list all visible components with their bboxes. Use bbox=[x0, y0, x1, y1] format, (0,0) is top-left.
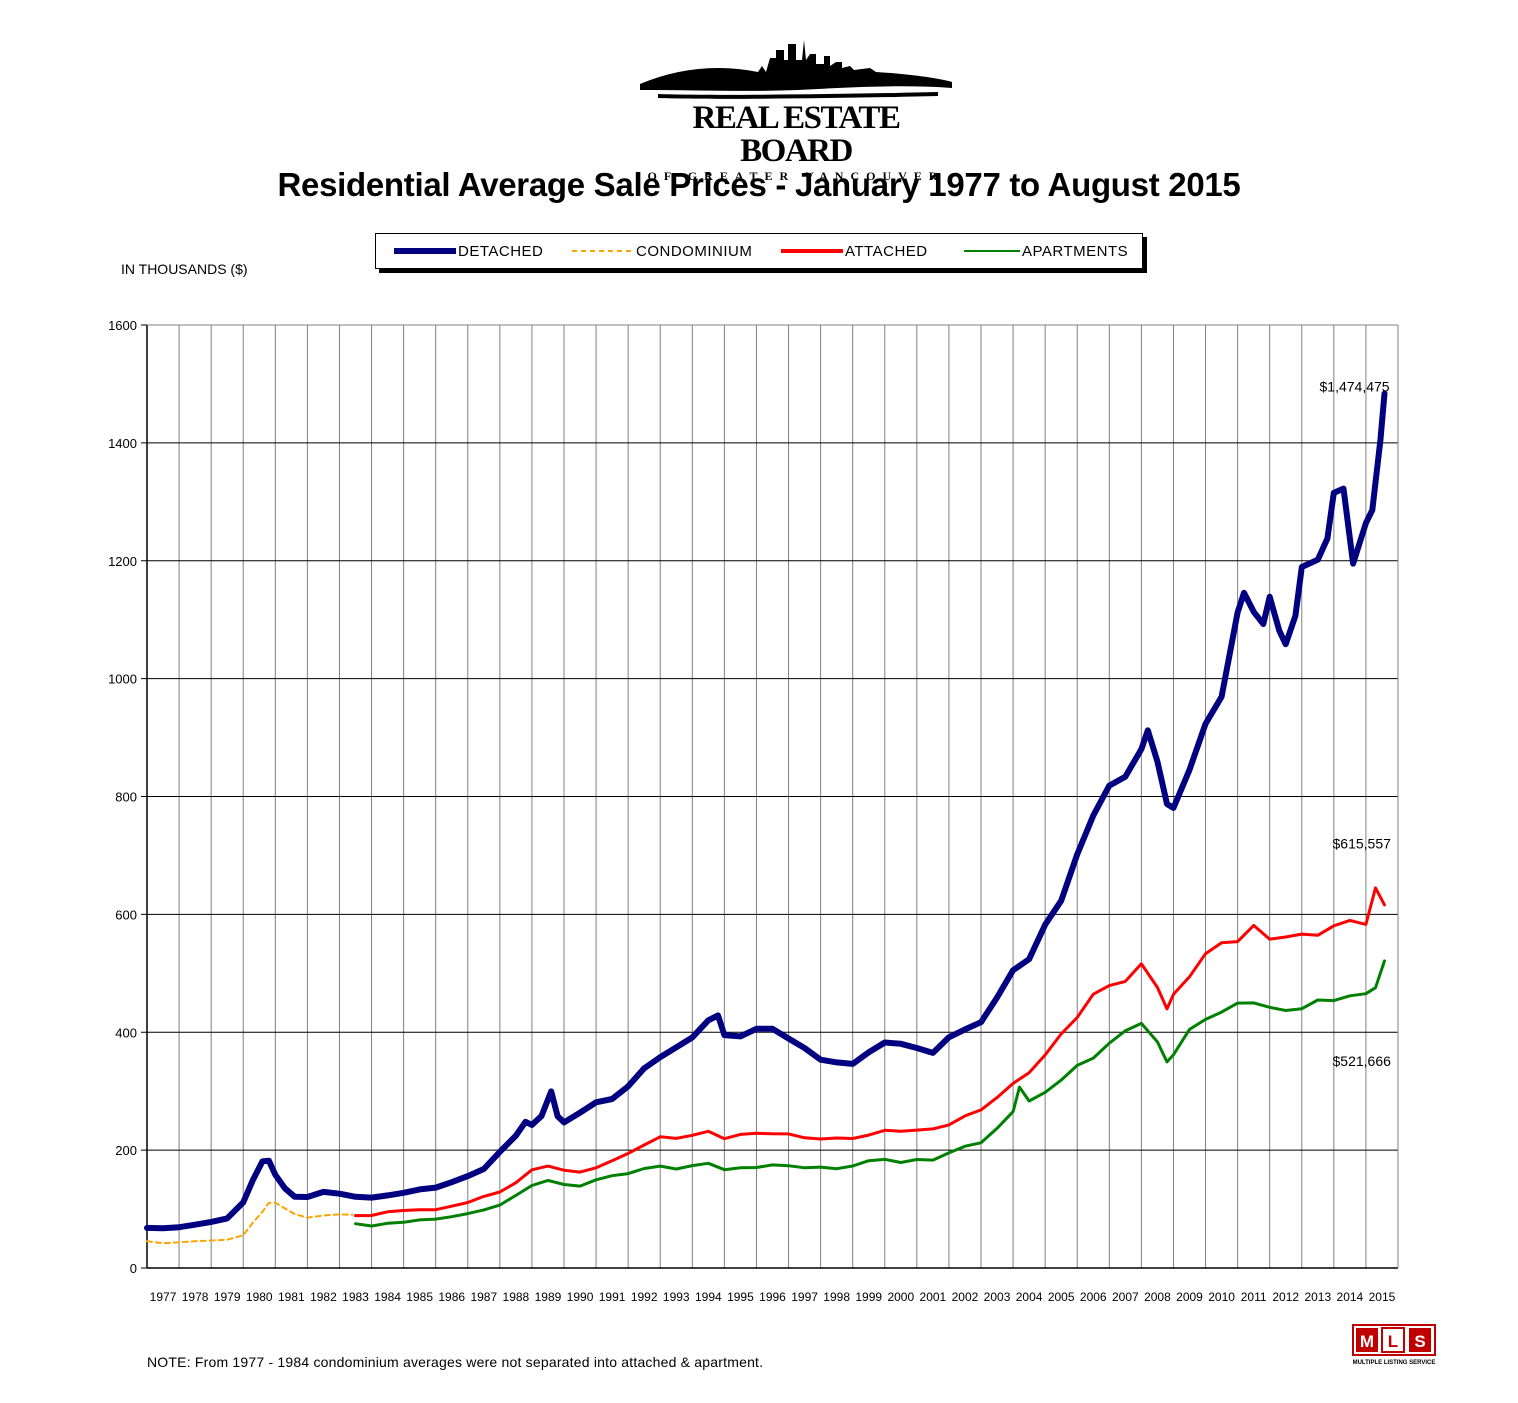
annotation-detached: $1,474,475 bbox=[1320, 378, 1390, 394]
legend-swatch-detached bbox=[394, 248, 456, 254]
x-tick-label: 1992 bbox=[631, 1290, 658, 1304]
svg-text:L: L bbox=[1388, 1332, 1398, 1351]
legend-item-apartments: APARTMENTS bbox=[964, 234, 1128, 268]
x-tick-label: 2007 bbox=[1112, 1290, 1139, 1304]
y-tick-label: 0 bbox=[130, 1261, 137, 1276]
x-tick-label: 1998 bbox=[823, 1290, 850, 1304]
x-tick-label: 1979 bbox=[214, 1290, 241, 1304]
series-line-apartments bbox=[354, 959, 1386, 1228]
svg-text:S: S bbox=[1414, 1332, 1425, 1351]
x-tick-label: 1994 bbox=[695, 1290, 722, 1304]
x-tick-label: 2010 bbox=[1208, 1290, 1235, 1304]
x-tick-label: 1983 bbox=[342, 1290, 369, 1304]
logo-subtitle: OF GREATER VANCOUVER bbox=[647, 169, 945, 183]
mls-caption: MULTIPLE LISTING SERVICE bbox=[1353, 1360, 1436, 1366]
series-line-attached bbox=[354, 886, 1386, 1218]
annotation-attached: $615,557 bbox=[1333, 836, 1392, 852]
y-tick-label: 200 bbox=[115, 1143, 137, 1158]
annotation-apartments: $521,666 bbox=[1333, 1053, 1392, 1069]
chart-legend: DETACHED CONDOMINIUM ATTACHED APARTMENTS bbox=[375, 233, 1143, 269]
x-tick-label: 1980 bbox=[246, 1290, 273, 1304]
x-tick-label: 1987 bbox=[470, 1290, 497, 1304]
x-tick-label: 1986 bbox=[438, 1290, 465, 1304]
y-tick-label: 1200 bbox=[108, 554, 137, 569]
x-tick-label: 1989 bbox=[535, 1290, 562, 1304]
x-tick-label: 2000 bbox=[887, 1290, 914, 1304]
x-tick-label: 2005 bbox=[1048, 1290, 1075, 1304]
x-tick-label: 2006 bbox=[1080, 1290, 1107, 1304]
x-tick-label: 2001 bbox=[920, 1290, 947, 1304]
legend-label-attached: ATTACHED bbox=[845, 242, 928, 260]
x-tick-label: 2014 bbox=[1337, 1290, 1364, 1304]
x-tick-label: 2002 bbox=[952, 1290, 979, 1304]
x-tick-label: 2008 bbox=[1144, 1290, 1171, 1304]
legend-label-apartments: APARTMENTS bbox=[1022, 242, 1129, 260]
x-tick-label: 1997 bbox=[791, 1290, 818, 1304]
x-tick-label: 2013 bbox=[1304, 1290, 1331, 1304]
reb-logo: REAL ESTATE BOARD OF GREATER VANCOUVER bbox=[636, 38, 956, 183]
skyline-logo-icon bbox=[640, 40, 952, 99]
legend-swatch-attached bbox=[781, 249, 843, 253]
x-tick-label: 2004 bbox=[1016, 1290, 1043, 1304]
x-tick-label: 1990 bbox=[567, 1290, 594, 1304]
y-tick-label: 1400 bbox=[108, 436, 137, 451]
legend-item-attached: ATTACHED bbox=[781, 234, 928, 268]
legend-swatch-apartments bbox=[964, 250, 1020, 252]
x-tick-label: 1981 bbox=[278, 1290, 305, 1304]
x-tick-label: 2009 bbox=[1176, 1290, 1203, 1304]
x-tick-label: 1993 bbox=[663, 1290, 690, 1304]
y-tick-label: 1600 bbox=[108, 318, 137, 333]
x-tick-label: 2015 bbox=[1369, 1290, 1396, 1304]
x-tick-label: 2011 bbox=[1241, 1290, 1267, 1304]
y-tick-label: 1000 bbox=[108, 672, 137, 687]
x-tick-label: 1982 bbox=[310, 1290, 337, 1304]
y-tick-label: 400 bbox=[115, 1025, 137, 1040]
footnote: NOTE: From 1977 - 1984 condominium avera… bbox=[147, 1354, 764, 1370]
x-tick-label: 1996 bbox=[759, 1290, 786, 1304]
series-line-condominium bbox=[146, 1201, 354, 1245]
x-tick-label: 1995 bbox=[727, 1290, 754, 1304]
chart-title: Residential Average Sale Prices - Januar… bbox=[277, 166, 1241, 203]
x-tick-label: 1988 bbox=[503, 1290, 530, 1304]
x-tick-label: 1978 bbox=[182, 1290, 209, 1304]
series-line-detached bbox=[144, 390, 1388, 1232]
x-tick-label: 1991 bbox=[599, 1290, 626, 1304]
legend-swatch-condominium bbox=[572, 250, 634, 252]
x-tick-label: 2012 bbox=[1272, 1290, 1299, 1304]
x-tick-label: 1999 bbox=[855, 1290, 882, 1304]
y-axis-label: IN THOUSANDS ($) bbox=[121, 261, 248, 277]
y-tick-label: 800 bbox=[115, 790, 137, 805]
x-tick-label: 1977 bbox=[150, 1290, 177, 1304]
logo-name: REAL ESTATE BOARD bbox=[692, 100, 901, 169]
legend-item-detached: DETACHED bbox=[394, 234, 543, 268]
y-tick-label: 600 bbox=[115, 907, 137, 922]
x-tick-label: 1985 bbox=[406, 1290, 433, 1304]
mls-logo: M L S MULTIPLE LISTING SERVICE bbox=[1352, 1324, 1436, 1368]
legend-label-detached: DETACHED bbox=[458, 242, 544, 260]
mls-logo-icon: M L S MULTIPLE LISTING SERVICE bbox=[1352, 1324, 1436, 1366]
x-tick-label: 1984 bbox=[374, 1290, 401, 1304]
svg-text:M: M bbox=[1360, 1332, 1374, 1351]
legend-item-condominium: CONDOMINIUM bbox=[572, 234, 752, 268]
x-tick-label: 2003 bbox=[984, 1290, 1011, 1304]
legend-label-condominium: CONDOMINIUM bbox=[636, 242, 753, 260]
